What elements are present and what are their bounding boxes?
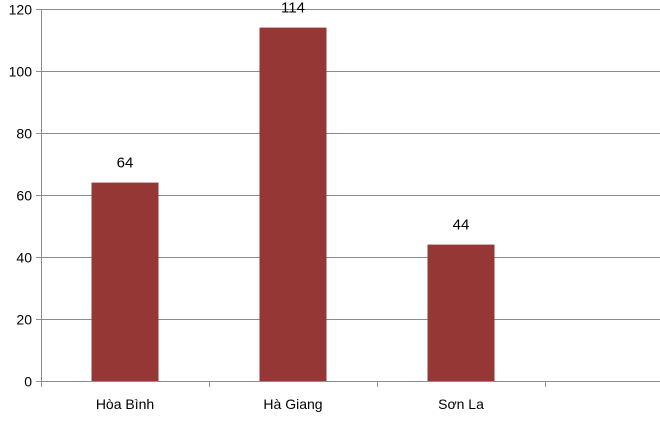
y-tick-label-20: 20 — [16, 312, 32, 328]
data-label-1: 64 — [117, 155, 134, 172]
x-category-label-2: Hà Giang — [263, 396, 322, 412]
data-label-2: 114 — [281, 0, 305, 17]
axes — [36, 9, 660, 387]
y-tick-label-40: 40 — [16, 250, 32, 266]
bars — [91, 27, 495, 381]
data-label-3: 44 — [453, 217, 470, 234]
bar-1 — [91, 182, 159, 381]
y-tick-label-80: 80 — [16, 126, 32, 142]
x-category-label-3: Sơn La — [438, 396, 484, 412]
labels: 0 20 40 60 80 100 120 64 Hòa Bình 114 Hà Giang 44 Sơ… — [9, 0, 484, 412]
bar-3 — [427, 244, 495, 381]
y-tick-label-100: 100 — [9, 64, 33, 80]
y-tick-label-120: 120 — [9, 2, 33, 18]
y-tick-label-60: 60 — [16, 188, 32, 204]
bar-2 — [259, 27, 327, 381]
y-tick-label-0: 0 — [24, 374, 32, 390]
x-category-label-1: Hòa Bình — [96, 396, 154, 412]
